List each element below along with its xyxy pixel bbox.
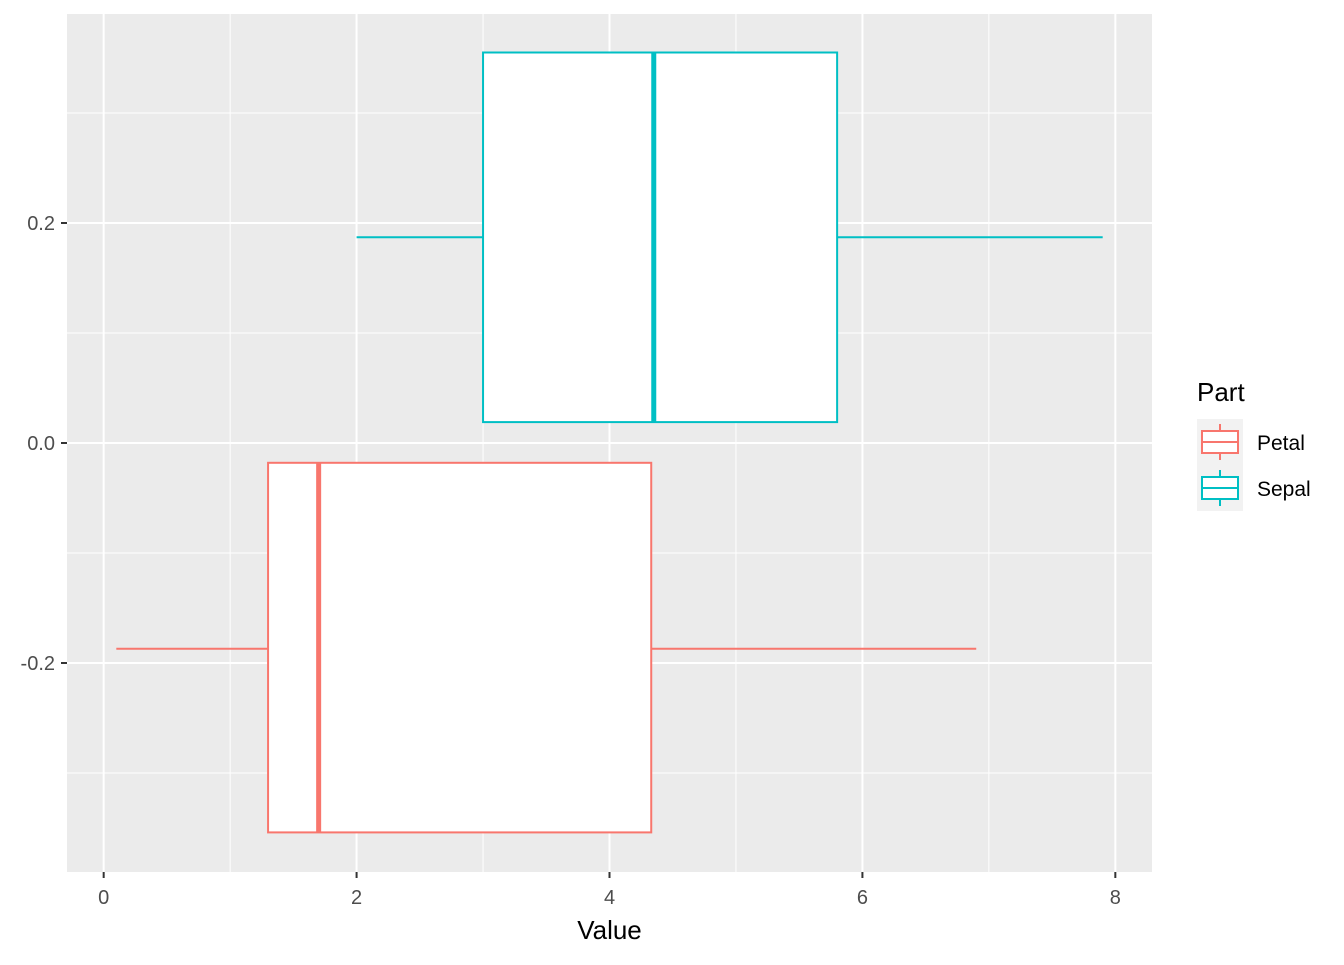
box-petal: [116, 461, 977, 834]
iqr-box: [267, 461, 653, 834]
x-tick-label: 0: [98, 887, 109, 909]
legend-label: Petal: [1257, 432, 1305, 455]
legend-title: Part: [1197, 377, 1245, 407]
iqr-box: [482, 51, 839, 424]
box-sepal: [356, 51, 1103, 424]
legend-label: Sepal: [1257, 478, 1311, 501]
axes: 0 2 4 6 8 -0.2 0.0 0.2: [21, 213, 1121, 909]
x-tick-label: 8: [1110, 887, 1121, 909]
legend-item-petal: Petal: [1197, 419, 1305, 465]
y-tick-label: 0.2: [27, 213, 55, 235]
boxes: [116, 51, 1103, 834]
x-tick-label: 4: [604, 887, 615, 909]
y-tick-label: 0.0: [27, 433, 55, 455]
x-tick-label: 2: [351, 887, 362, 909]
x-axis-title: Value: [577, 915, 642, 945]
x-tick-label: 6: [857, 887, 868, 909]
y-tick-label: -0.2: [21, 653, 55, 675]
legend: Part Petal Sepal: [1197, 377, 1311, 511]
legend-item-sepal: Sepal: [1197, 465, 1311, 511]
